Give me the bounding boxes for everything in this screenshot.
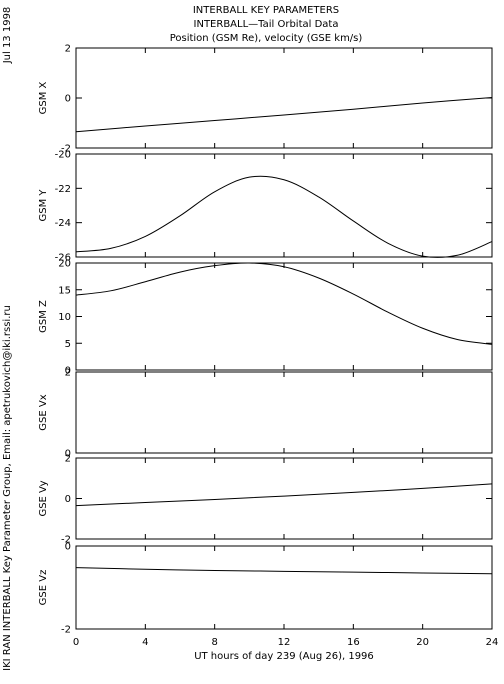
y-tick-label: 5: [65, 339, 71, 350]
panel-frame: [75, 371, 493, 454]
series-line-gse-vy: [75, 483, 493, 507]
x-tick-label: 16: [347, 637, 360, 648]
side-date-label: Jul 13 1998: [2, 7, 13, 65]
panel-frame: [75, 457, 493, 540]
panel-frame: [75, 262, 493, 371]
y-axis-label: GSM X: [38, 81, 49, 114]
panel-gsm-y: -20 -22 -24 -26 GSM Y: [38, 150, 493, 264]
x-tick-label: 4: [142, 637, 148, 648]
y-axis-label: GSM Z: [38, 300, 49, 333]
side-credit-label: IKI RAN INTERBALL Key Parameter Group, E…: [2, 305, 13, 671]
x-tick-label: 24: [486, 637, 499, 648]
panel-gsm-x: 2 0 -2 GSM X: [38, 44, 493, 155]
y-tick-label: 0: [65, 449, 71, 460]
y-tick-label: -20: [55, 150, 71, 161]
y-axis-label: GSM Y: [38, 189, 49, 222]
chart-title-2: INTERBALL—Tail Orbital Data: [194, 19, 339, 30]
x-axis-label: UT hours of day 239 (Aug 26), 1996: [194, 651, 374, 662]
y-tick-label: 10: [58, 312, 71, 323]
chart-title-3: Position (GSM Re), velocity (GSE km/s): [170, 33, 363, 44]
x-tick-label: 0: [73, 637, 79, 648]
series-line-gsm-y: [75, 175, 493, 258]
y-tick-label: 15: [58, 285, 71, 296]
y-tick-label: -26: [55, 253, 71, 264]
y-tick-label: 2: [65, 44, 71, 55]
y-tick-label: 0: [65, 94, 71, 105]
series-line-gsm-z: [75, 262, 493, 345]
y-tick-label: 20: [58, 259, 71, 270]
panel-gse-vy: 2 0 -2 GSE Vy: [38, 454, 493, 546]
y-axis-label: GSE Vz: [38, 570, 49, 606]
panel-gse-vz: 0 -2 GSE Vz: [38, 542, 493, 636]
y-tick-label: 2: [65, 368, 71, 379]
y-axis-label: GSE Vx: [38, 394, 49, 430]
y-tick-label: -2: [61, 535, 71, 546]
panel-gsm-z: 20 15 10 5 0 GSM Z: [38, 259, 493, 377]
panel-frame: [75, 545, 493, 630]
y-tick-label: 2: [65, 454, 71, 465]
y-tick-label: -22: [55, 184, 71, 195]
y-tick-label: -24: [55, 218, 71, 229]
panel-frame: [75, 47, 493, 149]
y-tick-label: 0: [65, 542, 71, 553]
y-axis-label: GSE Vy: [38, 480, 49, 516]
y-tick-label: -2: [61, 144, 71, 155]
series-line-gse-vz: [75, 567, 493, 575]
chart-title-1: INTERBALL KEY PARAMETERS: [193, 5, 339, 16]
y-tick-label: -2: [61, 625, 71, 636]
y-tick-label: 0: [65, 494, 71, 505]
x-tick-label: 8: [211, 637, 217, 648]
x-tick-label: 20: [416, 637, 429, 648]
panel-frame: [75, 153, 493, 258]
y-tick-label: 0: [65, 366, 71, 377]
x-tick-label: 12: [278, 637, 291, 648]
series-line-gsm-x: [75, 97, 493, 133]
